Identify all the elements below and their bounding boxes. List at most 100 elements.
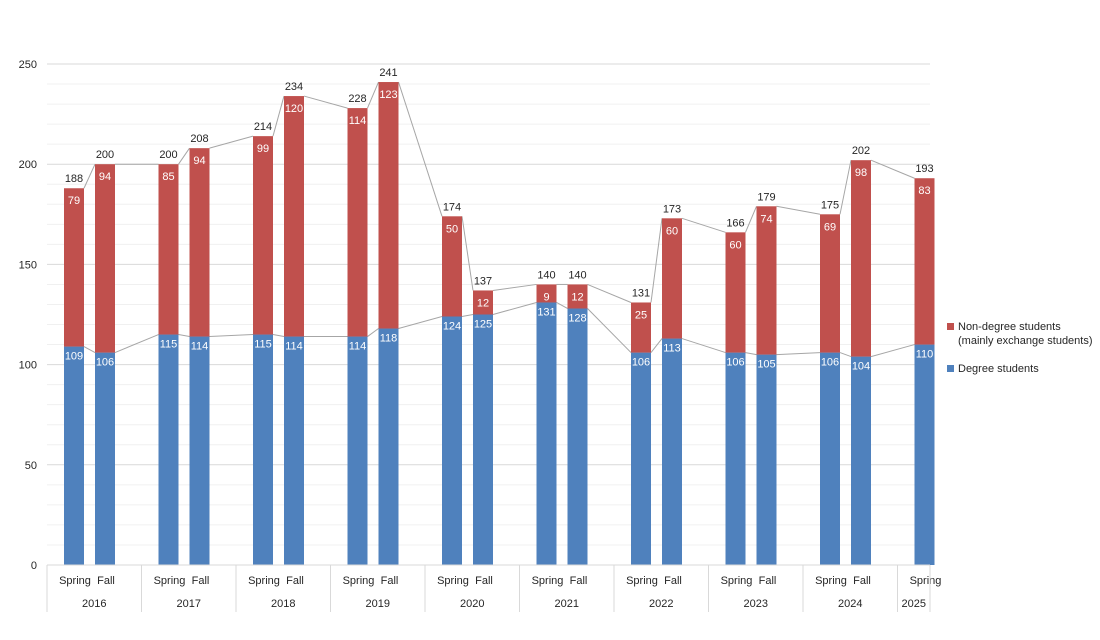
data-label-nondegree: 94 — [193, 155, 205, 167]
data-label-nondegree: 69 — [824, 221, 836, 233]
data-label-degree: 125 — [474, 319, 492, 331]
data-label-nondegree: 120 — [285, 103, 303, 115]
bar-nondegree — [64, 188, 84, 347]
x-tick-label-term: Spring — [437, 575, 469, 587]
x-tick-label-term: Fall — [853, 575, 871, 587]
degree-connector-line — [272, 334, 285, 338]
data-label-nondegree: 94 — [99, 171, 111, 183]
bars — [64, 82, 935, 565]
bar-nondegree — [284, 96, 304, 337]
total-connector-line — [272, 95, 285, 137]
total-connector-line — [492, 283, 537, 291]
data-label-total: 174 — [443, 201, 461, 213]
x-tick-label-term: Spring — [910, 575, 942, 587]
data-label-total: 202 — [852, 145, 870, 157]
degree-connector-line — [83, 346, 96, 354]
total-connector-line — [870, 159, 915, 179]
x-tick-label-year: 2019 — [366, 598, 390, 610]
data-label-total: 166 — [726, 217, 744, 229]
bar-nondegree — [631, 302, 651, 353]
total-connector-line — [650, 218, 663, 303]
x-tick-label-year: 2018 — [271, 598, 295, 610]
total-connector-line — [776, 205, 821, 215]
bar-degree — [189, 336, 210, 565]
total-connector-line — [839, 160, 852, 215]
degree-connector-line — [776, 352, 821, 356]
bar-nondegree — [473, 290, 493, 315]
x-tick-label-term: Spring — [815, 575, 847, 587]
data-label-total: 137 — [474, 275, 492, 287]
legend-label-nondegree: Non-degree students — [958, 321, 1061, 333]
data-label-nondegree: 79 — [68, 195, 80, 207]
data-label-total: 140 — [568, 269, 586, 281]
x-tick-label-year: 2021 — [555, 598, 579, 610]
legend-swatch-degree — [947, 365, 954, 372]
total-connector-line — [461, 216, 474, 291]
total-connector-line — [398, 81, 443, 217]
total-connector-line — [745, 206, 757, 233]
data-label-total: 179 — [757, 191, 775, 203]
degree-connector-line — [367, 328, 379, 337]
degree-connector-line — [745, 352, 757, 356]
data-label-degree: 106 — [96, 357, 114, 369]
degree-connector-line — [114, 334, 159, 354]
degree-connector-line — [839, 352, 852, 358]
x-tick-label-term: Fall — [475, 575, 493, 587]
data-label-degree: 131 — [537, 306, 555, 318]
bar-degree — [284, 336, 304, 565]
data-label-nondegree: 114 — [349, 115, 367, 127]
degree-connector-line — [178, 334, 190, 338]
x-tick-label-term: Fall — [97, 575, 115, 587]
degree-connector-line — [556, 302, 568, 309]
data-label-total: 228 — [348, 93, 366, 105]
x-tick-label-year: 2017 — [177, 598, 201, 610]
bar-degree — [378, 328, 399, 565]
data-label-degree: 128 — [568, 312, 586, 324]
legend-swatch-nondegree — [947, 323, 954, 330]
total-connector-line — [303, 95, 348, 109]
connector-lines — [83, 81, 915, 358]
data-label-nondegree: 9 — [543, 291, 549, 303]
bar-degree — [820, 352, 840, 565]
x-tick-label-year: 2024 — [838, 598, 862, 610]
x-tick-label-term: Spring — [721, 575, 753, 587]
data-label-total: 234 — [285, 81, 303, 93]
data-label-nondegree: 99 — [257, 143, 269, 155]
data-label-nondegree: 12 — [477, 297, 489, 309]
x-tick-label-term: Spring — [532, 575, 564, 587]
x-tick-label-term: Fall — [570, 575, 588, 587]
data-label-degree: 105 — [757, 359, 775, 371]
data-label-total: 131 — [632, 287, 650, 299]
data-label-degree: 114 — [191, 341, 209, 353]
data-label-total: 214 — [254, 121, 272, 133]
data-label-total: 193 — [915, 163, 933, 175]
total-connector-line — [178, 147, 190, 165]
data-label-total: 241 — [379, 67, 397, 79]
data-label-total: 140 — [537, 269, 555, 281]
bar-degree — [536, 302, 557, 565]
data-label-total: 200 — [96, 149, 114, 161]
y-tick-label: 200 — [19, 159, 37, 171]
legend-item-nondegree: Non-degree students (mainly exchange stu… — [947, 320, 1097, 348]
data-labels: 109 79 188 106 94 200 115 85 200 114 94 208 115 99 214… — [65, 67, 934, 373]
legend-sublabel-nondegree: (mainly exchange students) — [958, 335, 1093, 347]
data-label-nondegree: 123 — [379, 89, 397, 101]
data-label-total: 173 — [663, 203, 681, 215]
bar-nondegree — [536, 284, 557, 303]
bar-nondegree — [662, 218, 682, 339]
total-connector-line — [587, 283, 632, 303]
legend-label-degree: Degree students — [958, 363, 1039, 375]
data-label-degree: 109 — [65, 351, 83, 363]
data-label-degree: 106 — [821, 357, 839, 369]
x-tick-label-term: Spring — [626, 575, 658, 587]
x-tick-label-year: 2023 — [744, 598, 768, 610]
bar-nondegree — [725, 232, 746, 353]
bar-nondegree — [567, 284, 588, 309]
data-label-nondegree: 60 — [729, 239, 741, 251]
x-tick-label-term: Fall — [192, 575, 210, 587]
y-tick-label: 100 — [19, 360, 37, 372]
data-label-nondegree: 12 — [571, 291, 583, 303]
x-tick-label-year: 2016 — [82, 598, 106, 610]
bar-degree — [725, 352, 746, 565]
